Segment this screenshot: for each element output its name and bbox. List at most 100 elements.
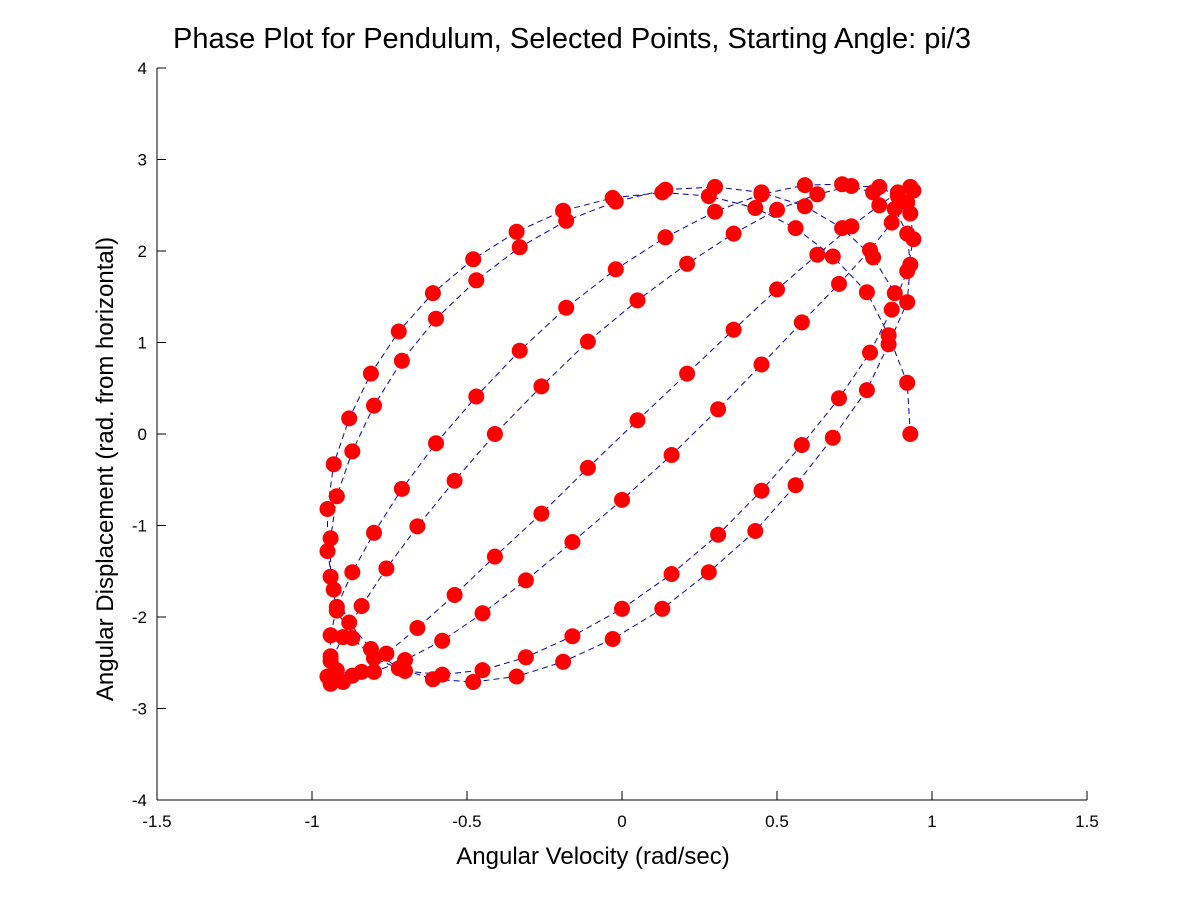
- data-point: [899, 374, 916, 391]
- data-point: [657, 181, 674, 198]
- data-point: [753, 356, 770, 373]
- data-point: [831, 275, 847, 292]
- data-point: [341, 410, 358, 427]
- data-point: [886, 285, 903, 302]
- data-point: [725, 225, 742, 242]
- x-tick-label: -1.5: [142, 812, 171, 831]
- data-point: [366, 397, 382, 414]
- data-point: [397, 652, 413, 668]
- data-point: [558, 299, 575, 316]
- data-point: [366, 663, 382, 680]
- data-point: [366, 524, 382, 541]
- data-point: [325, 581, 342, 598]
- data-point: [344, 443, 361, 460]
- data-point: [468, 272, 485, 289]
- data-point: [393, 352, 410, 369]
- data-point: [393, 480, 410, 497]
- data-point: [328, 602, 345, 619]
- x-tick-label: -1: [304, 812, 319, 831]
- data-point: [710, 526, 727, 543]
- data-point: [614, 491, 630, 508]
- data-point: [614, 600, 630, 617]
- x-tick-label: -0.5: [452, 812, 481, 831]
- data-point: [902, 178, 919, 195]
- data-point: [517, 572, 534, 589]
- y-tick-label: -4: [132, 791, 147, 810]
- data-point: [511, 342, 528, 359]
- data-point: [322, 652, 339, 669]
- data-point: [654, 600, 671, 617]
- data-point: [865, 249, 882, 266]
- x-tick-label: 0.5: [765, 812, 789, 831]
- data-point: [446, 587, 463, 603]
- data-point: [378, 560, 395, 577]
- y-axis-ticks: -4 -3 -2 -1 0 1 2 3 4: [132, 59, 166, 810]
- data-point: [564, 534, 581, 550]
- data-point: [465, 674, 482, 690]
- data-point: [465, 251, 482, 268]
- data-point: [353, 598, 370, 614]
- data-point: [858, 284, 875, 301]
- data-point: [607, 193, 624, 210]
- data-point: [657, 229, 674, 246]
- data-point: [824, 429, 841, 446]
- data-point: [486, 426, 503, 442]
- data-point: [880, 336, 897, 353]
- data-point: [725, 321, 742, 338]
- data-point: [517, 649, 534, 666]
- x-axis-label: Angular Velocity (rad/sec): [456, 843, 729, 870]
- data-point: [679, 365, 696, 382]
- x-tick-label: 0: [617, 812, 626, 831]
- data-point: [843, 178, 860, 194]
- data-point: [353, 663, 370, 680]
- data-point: [905, 231, 922, 248]
- y-tick-label: 2: [138, 242, 147, 261]
- data-point: [809, 246, 826, 263]
- data-point: [390, 323, 407, 340]
- data-point: [796, 198, 813, 215]
- data-point: [319, 501, 336, 517]
- y-tick-label: -1: [132, 517, 147, 536]
- chart-title: Phase Plot for Pendulum, Selected Points…: [173, 23, 971, 55]
- data-point: [322, 530, 339, 547]
- x-axis-ticks: -1.5 -1 -0.5 0 0.5 1 1.5: [142, 791, 1099, 831]
- data-point: [902, 426, 919, 442]
- data-point: [474, 605, 491, 622]
- data-point: [902, 205, 919, 222]
- data-point: [604, 631, 621, 647]
- data-point: [809, 186, 826, 203]
- data-point: [555, 653, 572, 670]
- phase-point-markers: [319, 176, 922, 692]
- data-point: [663, 447, 680, 463]
- data-point: [629, 292, 646, 309]
- data-point: [564, 628, 581, 645]
- y-tick-label: -3: [132, 700, 147, 719]
- data-point: [629, 412, 646, 429]
- data-point: [834, 220, 851, 237]
- x-tick-label: 1.5: [1075, 812, 1099, 831]
- data-point: [889, 188, 906, 205]
- data-point: [883, 214, 900, 231]
- data-point: [446, 472, 463, 489]
- data-point: [769, 281, 785, 298]
- data-point: [322, 568, 339, 585]
- data-point: [428, 310, 444, 327]
- data-point: [871, 197, 888, 214]
- data-point: [886, 200, 903, 217]
- data-point: [679, 255, 696, 272]
- y-tick-label: -2: [132, 608, 147, 627]
- x-tick-label: 1: [927, 812, 936, 831]
- y-tick-label: 3: [138, 151, 147, 170]
- y-tick-label: 1: [138, 334, 147, 353]
- data-point: [899, 294, 916, 311]
- data-point: [474, 662, 491, 679]
- data-point: [899, 263, 916, 280]
- data-point: [322, 627, 339, 644]
- data-point: [883, 301, 900, 318]
- data-point: [328, 488, 345, 505]
- y-axis-label: Angular Displacement (rad. from horizont…: [92, 237, 119, 701]
- data-point: [769, 201, 785, 218]
- data-point: [862, 344, 878, 361]
